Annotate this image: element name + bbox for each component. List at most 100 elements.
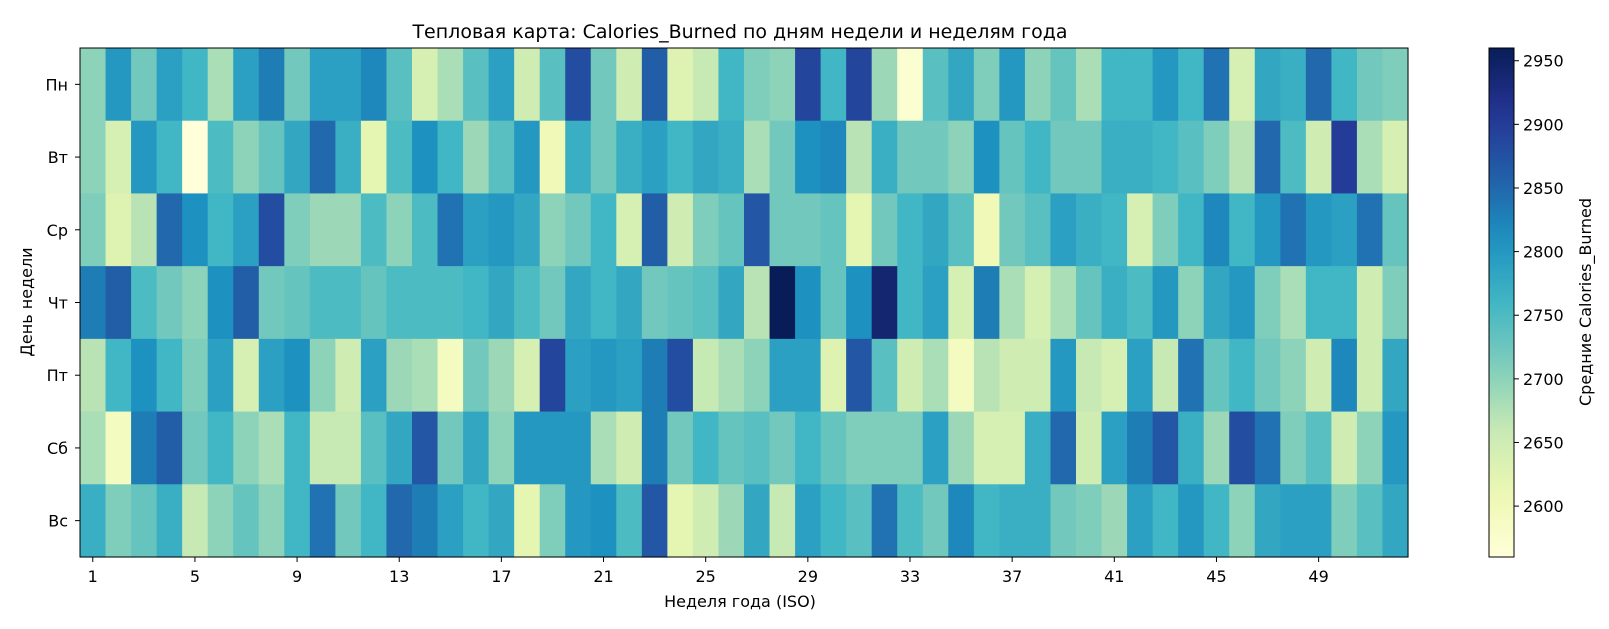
heatmap-cell [182, 48, 209, 122]
heatmap-cell [80, 338, 107, 413]
x-tick-label: 41 [1104, 567, 1124, 586]
x-tick-label: 29 [798, 567, 818, 586]
heatmap-cell [718, 484, 745, 558]
heatmap-cell [999, 48, 1026, 122]
heatmap-cell [999, 193, 1026, 267]
heatmap-cell [335, 411, 362, 485]
heatmap-cell [1076, 484, 1103, 558]
heatmap-cell [769, 266, 796, 340]
heatmap-cell [1152, 484, 1179, 558]
heatmap-cell [1331, 266, 1358, 340]
heatmap-cell [1024, 411, 1052, 485]
heatmap-cell [156, 266, 183, 340]
heatmap-cell [156, 48, 183, 122]
heatmap-cell [795, 484, 822, 558]
heatmap-cell [641, 120, 668, 195]
heatmap-cell [999, 120, 1026, 195]
heatmap-cell [1152, 411, 1179, 485]
heatmap-cell [667, 120, 694, 195]
heatmap-cell [131, 411, 158, 485]
heatmap-cell [999, 338, 1026, 413]
heatmap-cell [641, 266, 668, 340]
heatmap-cell [692, 193, 720, 267]
heatmap-cell [1101, 48, 1128, 122]
heatmap-cell [463, 338, 490, 413]
colorbar-tick-label: 2650 [1523, 433, 1564, 452]
heatmap-cell [616, 120, 643, 195]
heatmap-cell [948, 484, 975, 558]
heatmap-cell [284, 48, 311, 122]
heatmap-cell [233, 120, 260, 195]
heatmap-cell [1152, 48, 1179, 122]
heatmap-cell [922, 484, 949, 558]
heatmap-cell [667, 193, 694, 267]
heatmap-cell [437, 48, 464, 122]
heatmap-cell [105, 120, 132, 195]
heatmap-cell [1178, 484, 1205, 558]
heatmap-cell [718, 193, 745, 267]
heatmap-cell [131, 484, 158, 558]
heatmap-cell [1050, 338, 1077, 413]
heatmap-cell [309, 484, 336, 558]
heatmap-cells [80, 48, 1409, 558]
heatmap-cell [1229, 266, 1256, 340]
heatmap-cell [692, 120, 720, 195]
heatmap-cell [1229, 484, 1256, 558]
heatmap-cell [1152, 338, 1179, 413]
heatmap-cell [360, 411, 388, 485]
x-axis-ticks: 1 5 9 13 17 21 25 29 33 37 41 45 49 [88, 557, 1329, 586]
heatmap-cell [488, 120, 515, 195]
heatmap-cell [360, 48, 388, 122]
heatmap-cell [565, 484, 592, 558]
colorbar-tick-label: 2700 [1523, 370, 1564, 389]
heatmap-cell [1254, 120, 1281, 195]
heatmap-cell [667, 48, 694, 122]
heatmap-cell [1305, 120, 1332, 195]
heatmap-cell [386, 48, 413, 122]
heatmap-cell [820, 411, 847, 485]
heatmap-cell [258, 338, 285, 413]
heatmap-cell [1050, 266, 1077, 340]
heatmap-cell [1127, 338, 1154, 413]
heatmap-cell [1305, 266, 1332, 340]
heatmap-cell [131, 266, 158, 340]
heatmap-cell [744, 411, 771, 485]
heatmap-cell [1203, 193, 1230, 267]
x-tick-label: 1 [88, 567, 98, 586]
heatmap-cell [1356, 48, 1384, 122]
heatmap-cell [820, 193, 847, 267]
heatmap-cell [667, 411, 694, 485]
heatmap-cell [1331, 48, 1358, 122]
heatmap-cell [1280, 120, 1307, 195]
heatmap-cell [1254, 193, 1281, 267]
heatmap-cell [539, 411, 566, 485]
heatmap-cell [258, 484, 285, 558]
heatmap-cell [258, 193, 285, 267]
heatmap-cell [207, 48, 234, 122]
heatmap-cell [692, 484, 720, 558]
heatmap-cell [156, 411, 183, 485]
heatmap-cell [80, 120, 107, 195]
heatmap-cell [539, 266, 566, 340]
colorbar-tick-label: 2950 [1523, 52, 1564, 71]
heatmap-cell [207, 120, 234, 195]
heatmap-cell [769, 484, 796, 558]
heatmap-cell [207, 484, 234, 558]
heatmap-cell [973, 48, 1000, 122]
heatmap-cell [360, 266, 388, 340]
heatmap-cell [207, 411, 234, 485]
heatmap-cell [105, 338, 132, 413]
heatmap-cell [539, 484, 566, 558]
heatmap-cell [1203, 48, 1230, 122]
y-axis-ticks: Пн Вт Ср Чт Пт Сб Вс [46, 75, 80, 531]
heatmap-cell [258, 411, 285, 485]
heatmap-cell [233, 484, 260, 558]
heatmap-cell [871, 120, 898, 195]
heatmap-cell [182, 338, 209, 413]
heatmap-cell [820, 120, 847, 195]
heatmap-cell [360, 338, 388, 413]
heatmap-cell [1305, 193, 1332, 267]
heatmap-cell [514, 338, 541, 413]
colorbar-tick-label: 2850 [1523, 179, 1564, 198]
heatmap-cell [744, 338, 771, 413]
